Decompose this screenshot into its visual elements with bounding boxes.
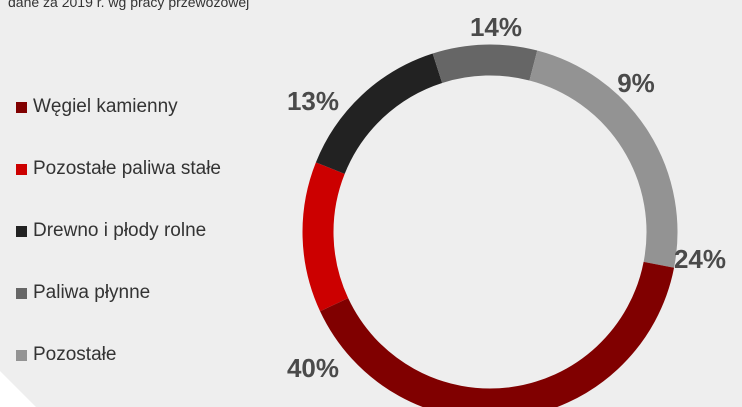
legend-item-wegiel-kamienny: Węgiel kamienny	[16, 94, 221, 120]
donut-slice-4	[432, 44, 538, 84]
donut-slice-1	[320, 261, 675, 407]
slice-percent-label: 13%	[287, 86, 339, 116]
slice-percent-label: 9%	[617, 68, 655, 98]
legend-item-paliwa-plynne: Paliwa płynne	[16, 280, 221, 306]
legend-swatch	[16, 287, 27, 299]
legend-label: Paliwa płynne	[33, 282, 151, 303]
legend-swatch	[16, 225, 27, 237]
donut-slice-5	[529, 50, 678, 268]
chart-subtitle: dane za 2019 r. wg pracy przewozowej	[8, 0, 250, 10]
slice-percent-label: 40%	[287, 353, 339, 383]
legend-label: Pozostałe paliwa stałe	[33, 158, 221, 179]
slice-percent-label: 14%	[470, 12, 522, 42]
donut-slice-2	[302, 162, 349, 312]
legend-label: Drewno i płody rolne	[33, 220, 207, 241]
legend-item-pozostale-paliwa-stale: Pozostałe paliwa stałe	[16, 156, 221, 182]
legend-swatch	[16, 349, 27, 361]
legend-item-drewno-i-plody-rolne: Drewno i płody rolne	[16, 218, 221, 244]
chart-legend: Węgiel kamienny Pozostałe paliwa stałe D…	[16, 94, 221, 404]
legend-swatch	[16, 163, 27, 175]
legend-swatch	[16, 101, 27, 113]
legend-label: Pozostałe	[33, 344, 117, 365]
legend-label: Węgiel kamienny	[33, 96, 178, 117]
donut-slice-3	[315, 53, 443, 175]
legend-item-pozostale: Pozostałe	[16, 342, 221, 368]
slice-percent-label: 24%	[674, 244, 726, 274]
